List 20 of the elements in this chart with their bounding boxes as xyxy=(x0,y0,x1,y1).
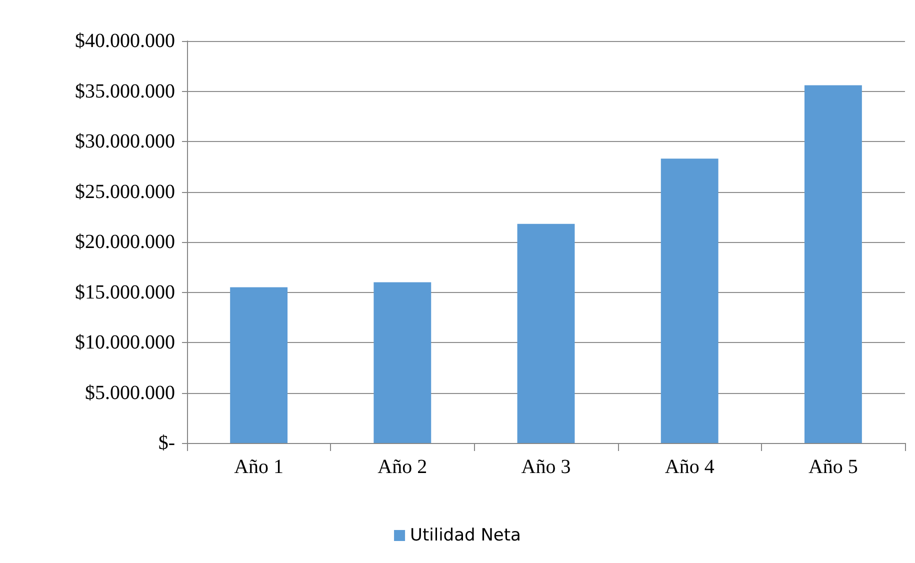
bar xyxy=(517,224,575,443)
x-tick-label: Año 4 xyxy=(664,456,714,478)
x-tick-label: Año 5 xyxy=(808,456,858,478)
y-tick-label: $20.000.000 xyxy=(75,231,175,253)
legend-label: Utilidad Neta xyxy=(410,526,521,546)
y-tick-label: $10.000.000 xyxy=(75,332,175,354)
y-tick-label: $30.000.000 xyxy=(75,130,175,152)
y-tick-label: $40.000.000 xyxy=(75,30,175,52)
y-tick-label: $15.000.000 xyxy=(75,281,175,304)
bar xyxy=(804,85,862,443)
x-tick-label: Año 3 xyxy=(521,456,571,478)
y-tick-label: $25.000.000 xyxy=(75,180,175,203)
bar xyxy=(230,287,288,443)
x-tick-label: Año 1 xyxy=(234,456,284,478)
bar xyxy=(374,282,432,443)
bar xyxy=(660,158,718,443)
y-tick-label: $35.000.000 xyxy=(75,80,175,102)
x-tick-label: Año 2 xyxy=(378,456,428,478)
y-tick-label: $- xyxy=(158,432,175,454)
y-tick-label: $5.000.000 xyxy=(85,382,175,404)
